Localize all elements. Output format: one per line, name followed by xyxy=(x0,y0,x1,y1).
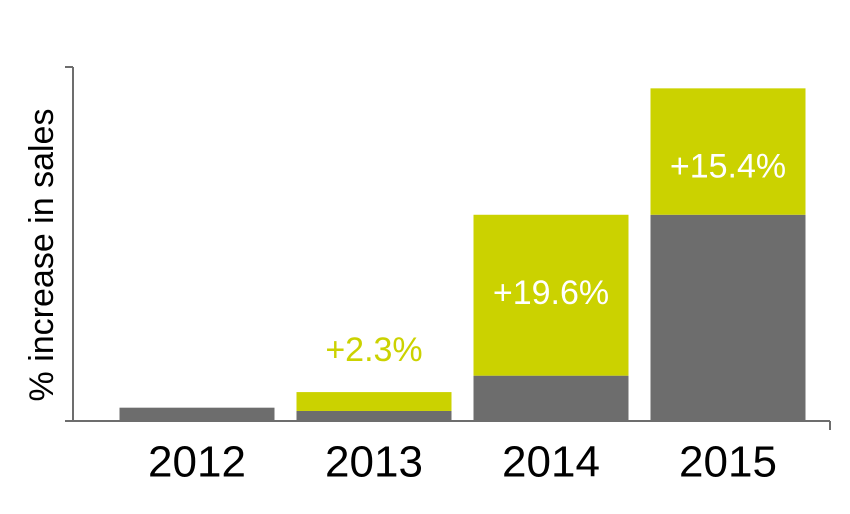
x-tick-label: 2015 xyxy=(679,438,777,487)
value-label: +19.6% xyxy=(493,274,609,312)
y-axis-label: % increase in sales xyxy=(23,109,61,402)
x-tick-label: 2012 xyxy=(148,438,246,487)
bar-segment xyxy=(296,392,452,411)
x-tick-label: 2013 xyxy=(325,438,423,487)
bar-segment xyxy=(473,214,629,376)
value-label: +15.4% xyxy=(670,147,786,185)
axes xyxy=(65,66,831,430)
bar-segment xyxy=(296,410,452,420)
bar-segment xyxy=(473,375,629,420)
value-label: +2.3% xyxy=(325,331,422,369)
bar-segment xyxy=(119,407,275,420)
x-tick-label: 2014 xyxy=(502,438,600,487)
bar-segment xyxy=(650,88,806,215)
bar-segment xyxy=(650,214,806,420)
